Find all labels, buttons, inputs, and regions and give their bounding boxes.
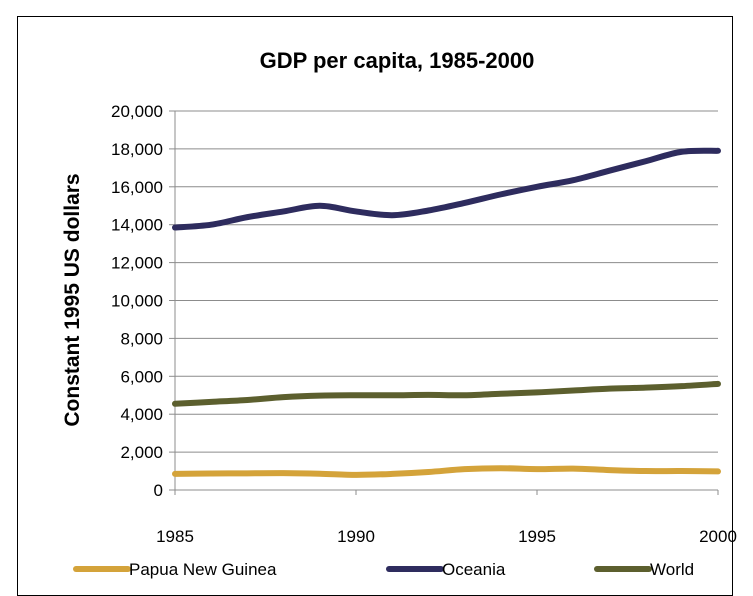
x-tick-label: 1990 — [337, 527, 375, 546]
y-tick-label: 6,000 — [120, 367, 163, 386]
legend-label-world: World — [650, 560, 694, 579]
y-tick-label: 8,000 — [120, 329, 163, 348]
chart-title: GDP per capita, 1985-2000 — [260, 48, 535, 73]
series-line-world — [172, 380, 721, 407]
gridlines — [169, 110, 718, 491]
y-tick-label: 12,000 — [111, 254, 163, 273]
chart-frame — [17, 16, 733, 596]
legend: Papua New Guinea Oceania World — [73, 560, 694, 579]
x-tick-label: 1985 — [156, 527, 194, 546]
x-tick-label: 1995 — [518, 527, 556, 546]
y-tick-label: 4,000 — [120, 405, 163, 424]
legend-label-papua-new-guinea: Papua New Guinea — [129, 560, 277, 579]
x-tick-label: 2000 — [699, 527, 737, 546]
series-lines — [172, 147, 721, 478]
y-tick-label: 2,000 — [120, 443, 163, 462]
y-tick-label: 10,000 — [111, 292, 163, 311]
legend-label-oceania: Oceania — [442, 560, 506, 579]
series-line-papua-new-guinea — [172, 465, 721, 478]
y-tick-label: 18,000 — [111, 140, 163, 159]
y-axis-label: Constant 1995 US dollars — [61, 173, 84, 426]
series-line-oceania — [172, 147, 721, 231]
y-tick-label: 0 — [154, 481, 163, 500]
x-axis-ticks: 1985 1990 1995 2000 — [156, 490, 737, 546]
y-tick-label: 14,000 — [111, 216, 163, 235]
y-tick-label: 20,000 — [111, 102, 163, 121]
y-axis-ticks: 0 2,000 4,000 6,000 8,000 10,000 12,000 14,000 1… — [111, 102, 163, 500]
y-tick-label: 16,000 — [111, 178, 163, 197]
